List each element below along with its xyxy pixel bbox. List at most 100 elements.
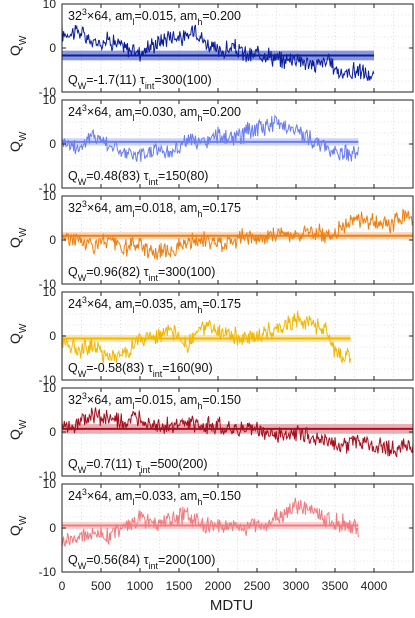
ensemble-label-part: =0.030, am [134,105,197,119]
y-axis-label-main: Q [7,429,23,440]
x-tick-label: 1500 [166,579,193,593]
stats-label-part: int [149,177,159,187]
y-axis-label-sub: W [18,35,29,45]
stats-label-part: Q [68,73,78,87]
ensemble-label: 243×64, aml=0.035, amh=0.175 [68,295,241,315]
ensemble-label-part: l [132,401,134,411]
y-axis-label-sub: W [18,131,29,141]
stats-label-part: Q [68,169,78,183]
stats-label-part: =500(200) [150,457,207,471]
stats-label-part: Q [68,265,78,279]
y-axis-label: QW [7,227,29,248]
stats-label-part: =150(80) [158,169,208,183]
ensemble-label-part: =0.015, am [134,393,197,407]
y-tick-label: 0 [49,329,56,343]
y-tick-label: -10 [39,469,57,483]
stats-label-part: W [78,273,87,283]
stats-label-part: W [78,177,87,187]
x-tick-label: 2500 [244,579,271,593]
ensemble-label: 323×64, aml=0.015, amh=0.200 [68,7,241,27]
ensemble-label-part: =0.175 [202,201,241,215]
ensemble-label-part: 24 [68,297,82,311]
ensemble-label: 243×64, aml=0.030, amh=0.200 [68,103,241,123]
y-tick-label: -10 [39,85,57,99]
stats-label-part: =-0.58(83) [86,361,144,375]
y-tick-label: 0 [49,41,56,55]
ensemble-label-part: h [197,497,202,507]
stats-label-part: int [149,273,159,283]
ensemble-label-part: 24 [68,105,82,119]
y-axis-label-sub: W [18,227,29,237]
stats-label-part: int [153,369,163,379]
y-tick-label: -10 [39,181,57,195]
series-line [62,407,413,458]
ensemble-label-part: =0.200 [202,105,241,119]
ensemble-label-part: =0.018, am [134,201,197,215]
y-tick-label: 10 [43,93,57,107]
ensemble-label-part: ×64, am [87,105,133,119]
ensemble-label-part: h [197,305,202,315]
ensemble-label-part: 24 [68,489,82,503]
ensemble-label-part: 3 [82,487,87,497]
y-axis-label-main: Q [7,141,23,152]
y-tick-label: 10 [43,381,57,395]
stats-label-part: W [78,369,87,379]
ensemble-label-part: l [132,305,134,315]
ensemble-label-part: ×64, am [87,9,133,23]
stats-label: QW=0.96(82) τint=300(100) [68,265,215,283]
ensemble-label: 323×64, aml=0.018, amh=0.175 [68,199,241,219]
stats-label-part: =160(90) [162,361,212,375]
y-tick-label: -10 [39,565,57,579]
stats-label-part: =-1.7(11) [86,73,136,87]
ensemble-label-part: l [132,17,134,27]
y-tick-label: 0 [49,521,56,535]
y-axis-label-main: Q [7,45,23,56]
stats-label-part: τ [148,361,153,375]
ensemble-label-part: h [197,209,202,219]
stats-label-part: =0.7(11) [86,457,132,471]
ensemble-label-part: h [197,113,202,123]
ensemble-label-part: 3 [82,199,87,209]
x-tick-label: 4000 [361,579,388,593]
series-line [62,24,375,81]
ensemble-label-part: 3 [82,391,87,401]
ensemble-label-part: =0.035, am [134,297,197,311]
stats-label-part: Q [68,457,78,471]
ensemble-label-part: =0.150 [202,393,241,407]
ensemble-label-part: ×64, am [87,393,133,407]
ensemble-label: 243×64, aml=0.033, amh=0.150 [68,487,241,507]
ensemble-label-part: =0.200 [202,9,241,23]
stats-label-part: =300(100) [154,73,211,87]
stats-label-part: =0.48(83) [86,169,140,183]
y-tick-label: -10 [39,277,57,291]
series-line [62,114,359,162]
ensemble-label-part: 3 [82,103,87,113]
stats-label-part: τ [144,169,149,183]
y-axis-label: QW [7,35,29,56]
y-axis-label-sub: W [18,515,29,525]
stats-label-part: Q [68,361,78,375]
y-axis-label: QW [7,131,29,152]
x-tick-label: 3000 [283,579,310,593]
stats-label-part: =0.96(82) [86,265,140,279]
ensemble-label-part: h [197,401,202,411]
ensemble-label-part: l [132,209,134,219]
stats-label: QW=-1.7(11) τint=300(100) [68,73,212,91]
x-axis-label: MDTU [210,597,253,614]
ensemble-label-part: 32 [68,9,82,23]
stats-label-part: =300(100) [158,265,215,279]
ensemble-label-part: h [197,17,202,27]
stats-label-part: W [78,81,87,91]
y-tick-label: 10 [43,477,57,491]
y-tick-label: 10 [43,0,57,11]
stats-label-part: W [78,561,87,571]
ensemble-label-part: l [132,497,134,507]
ensemble-label-part: ×64, am [87,201,133,215]
ensemble-label-part: ×64, am [87,489,133,503]
